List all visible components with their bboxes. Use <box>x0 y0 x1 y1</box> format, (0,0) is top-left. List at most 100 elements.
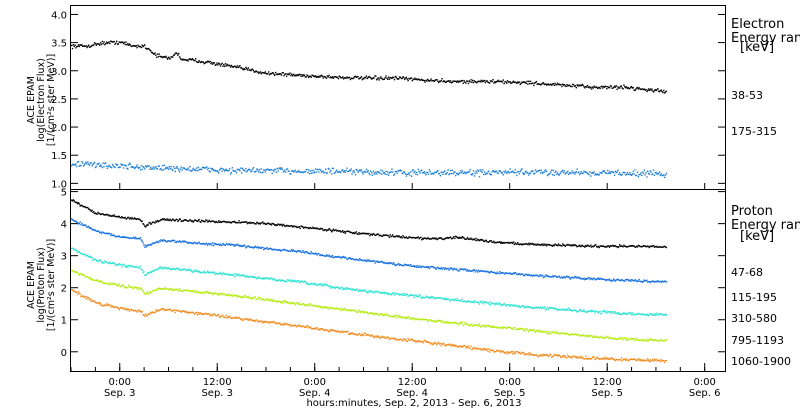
point <box>319 227 322 230</box>
point <box>136 218 138 220</box>
point <box>510 351 512 353</box>
point <box>322 77 324 79</box>
point <box>507 326 510 328</box>
point <box>261 222 263 224</box>
point <box>385 234 387 236</box>
point <box>566 172 568 174</box>
point <box>603 278 606 281</box>
point <box>108 232 110 234</box>
point <box>267 73 269 75</box>
point <box>529 80 532 83</box>
point <box>294 250 296 253</box>
point <box>297 303 300 305</box>
point <box>256 221 258 224</box>
point <box>101 213 103 215</box>
point <box>432 266 435 269</box>
point <box>339 308 341 310</box>
point <box>519 352 521 355</box>
electron-legend-38-53: 38-53 <box>731 89 763 102</box>
point <box>146 223 148 226</box>
point <box>138 167 140 169</box>
point <box>591 356 594 358</box>
point <box>357 171 359 173</box>
point <box>165 55 167 58</box>
point <box>620 337 623 339</box>
point <box>301 325 303 328</box>
point <box>229 221 232 224</box>
point <box>580 170 583 173</box>
point <box>153 242 155 244</box>
point <box>172 289 174 292</box>
point <box>650 245 652 247</box>
point <box>408 339 410 341</box>
point <box>379 261 381 263</box>
point <box>344 256 346 258</box>
point <box>259 171 261 174</box>
point <box>534 172 536 174</box>
point <box>545 243 547 246</box>
point <box>458 345 460 348</box>
point <box>577 311 579 313</box>
point <box>372 233 374 235</box>
point <box>517 305 519 307</box>
point <box>631 173 634 175</box>
point <box>248 222 250 224</box>
point <box>403 264 405 267</box>
point <box>455 174 457 177</box>
point <box>173 220 176 222</box>
point <box>417 266 419 268</box>
point <box>369 234 371 237</box>
point <box>141 289 143 291</box>
point <box>292 249 295 251</box>
point <box>375 312 377 315</box>
point <box>590 334 593 337</box>
point <box>218 316 221 318</box>
point <box>261 246 263 249</box>
point <box>586 278 589 280</box>
point <box>428 267 431 270</box>
point <box>307 226 309 229</box>
point <box>628 359 630 362</box>
point <box>243 318 245 321</box>
point <box>308 252 310 254</box>
point <box>541 172 544 175</box>
point <box>178 241 180 243</box>
point <box>528 330 530 333</box>
point <box>285 249 288 251</box>
point <box>383 336 385 338</box>
point <box>566 275 568 277</box>
point <box>306 303 308 306</box>
point <box>280 167 283 169</box>
point <box>333 76 335 78</box>
point <box>316 254 318 256</box>
point <box>366 312 368 314</box>
point <box>405 236 408 238</box>
point <box>523 274 526 277</box>
point <box>82 273 84 276</box>
point <box>483 171 486 173</box>
point <box>491 325 493 328</box>
point <box>400 236 402 238</box>
point <box>511 241 513 244</box>
point <box>598 358 600 360</box>
point <box>287 225 289 227</box>
point <box>443 80 445 82</box>
point <box>662 359 664 362</box>
point <box>451 169 453 171</box>
point <box>105 303 108 305</box>
point <box>551 356 553 358</box>
point <box>470 301 472 303</box>
point <box>432 320 434 322</box>
point <box>159 268 161 270</box>
point <box>537 275 539 277</box>
point <box>501 242 504 244</box>
point <box>150 244 153 246</box>
point <box>277 73 279 75</box>
point <box>215 243 217 246</box>
point <box>75 47 77 49</box>
point <box>508 81 510 83</box>
point <box>78 45 80 48</box>
point <box>243 296 245 298</box>
point <box>274 71 277 74</box>
point <box>584 310 586 313</box>
